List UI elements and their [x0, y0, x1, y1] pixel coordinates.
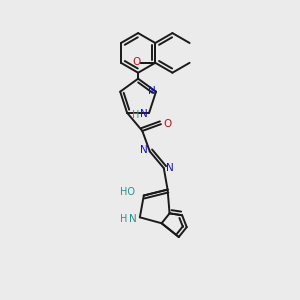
Text: N: N [166, 163, 174, 173]
Text: N: N [140, 109, 148, 119]
Text: N: N [140, 146, 148, 155]
Text: H: H [120, 214, 128, 224]
Text: N: N [129, 214, 137, 224]
Text: N: N [148, 86, 156, 96]
Text: HO: HO [121, 187, 136, 196]
Text: O: O [164, 119, 172, 129]
Text: O: O [132, 57, 141, 67]
Text: H: H [132, 110, 139, 120]
